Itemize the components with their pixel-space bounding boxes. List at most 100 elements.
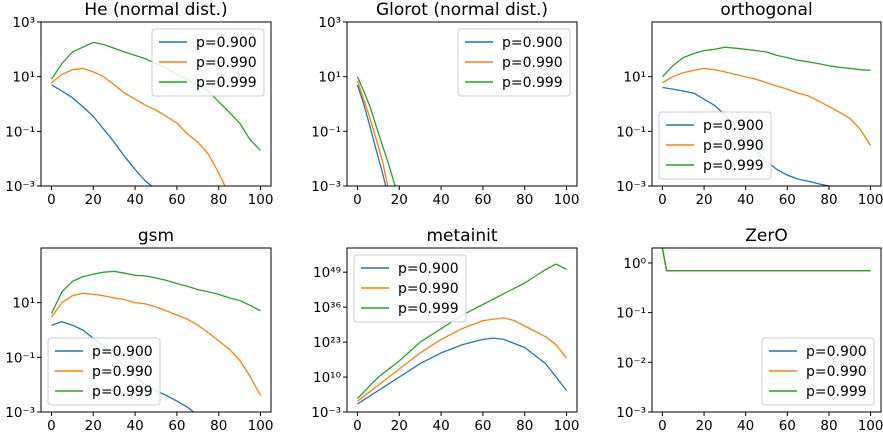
series-line [357, 263, 567, 400]
series-group [661, 248, 871, 272]
y-tick-label: 10⁻² [616, 355, 646, 371]
legend-label: p=0.990 [196, 55, 257, 71]
legend-box [151, 28, 265, 97]
y-tick-label: 10¹ [318, 70, 341, 86]
series-line [356, 80, 389, 186]
series-line [662, 67, 872, 146]
x-tick-label: 60 [779, 192, 796, 208]
x-tick-label: 40 [432, 418, 449, 434]
x-tick-label: 20 [391, 192, 408, 208]
legend-box [658, 111, 772, 180]
legend: p=0.900 p=0.990 p=0.999 [761, 337, 875, 406]
subplot: Glorot (normal dist.) 0 20 40 60 80 100 10⁻³ 10⁻… [311, 0, 579, 208]
plot-frame [346, 247, 578, 413]
legend: p=0.900 p=0.990 p=0.999 [151, 28, 265, 97]
series-line [50, 292, 262, 396]
subplot-title: metainit [427, 226, 498, 246]
x-tick-label: 80 [820, 192, 837, 208]
x-tick-label: 0 [353, 192, 362, 208]
x-tick-label: 80 [516, 418, 533, 434]
x-tick-label: 0 [47, 418, 56, 434]
x-tick-label: 40 [126, 192, 143, 208]
x-tick-label: 20 [391, 418, 408, 434]
subplot: orthogonal 0 20 40 60 80 100 10⁻³ 10⁻¹ 10¹ p=0.900… [616, 0, 883, 208]
series-group [356, 76, 396, 186]
subplot-title: orthogonal [720, 0, 812, 20]
legend: p=0.900 p=0.990 p=0.999 [457, 28, 571, 97]
series-line [661, 46, 871, 78]
legend-label: p=0.999 [703, 158, 764, 174]
y-tick-label: 10⁻³ [311, 179, 341, 195]
legend: p=0.900 p=0.990 p=0.999 [353, 254, 467, 323]
y-tick-label: 10⁻¹ [616, 306, 646, 322]
plot-frame [346, 21, 578, 187]
subplot-title: gsm [138, 226, 174, 246]
x-tick-label: 60 [474, 418, 491, 434]
series-line [356, 84, 387, 186]
x-tick-label: 60 [474, 192, 491, 208]
plot-frame [651, 21, 882, 187]
x-tick-label: 100 [554, 192, 580, 208]
y-tick-label: 10¹ [623, 70, 646, 86]
legend-label: p=0.990 [703, 138, 764, 154]
y-tick-label: 10²³ [313, 335, 341, 351]
y-tick-label: 10³ [318, 15, 341, 31]
legend: p=0.900 p=0.990 p=0.999 [658, 111, 772, 180]
x-tick-label: 0 [353, 418, 362, 434]
legend-box [47, 337, 161, 406]
subplot-title: He (normal dist.) [84, 0, 227, 20]
x-tick-label: 40 [126, 418, 143, 434]
x-tick-label: 100 [248, 418, 274, 434]
legend-label: p=0.999 [502, 75, 563, 91]
legend-label: p=0.990 [502, 55, 563, 71]
series-line [356, 76, 396, 186]
x-tick-label: 0 [658, 192, 667, 208]
legend-box [761, 337, 875, 406]
y-tick-label: 10¹⁰ [313, 370, 341, 386]
legend-label: p=0.900 [502, 35, 563, 51]
y-tick-label: 10⁻¹ [5, 124, 35, 140]
legend-box [353, 254, 467, 323]
legend-box [457, 28, 571, 97]
x-tick-label: 20 [85, 418, 102, 434]
legend: p=0.900 p=0.990 p=0.999 [47, 337, 161, 406]
subplot: metainit 0 20 40 60 80 100 10⁻³ 10¹⁰ 10²³ 10³⁶ 10⁴⁹… [311, 226, 579, 434]
x-tick-label: 80 [516, 192, 533, 208]
y-tick-label: 10⁻¹ [616, 124, 646, 140]
series-line [50, 270, 261, 314]
x-tick-label: 0 [47, 192, 56, 208]
series-line [357, 317, 568, 402]
y-tick-label: 10³ [12, 15, 35, 31]
x-tick-label: 80 [820, 418, 837, 434]
legend-label: p=0.999 [92, 384, 153, 400]
x-tick-label: 60 [168, 192, 185, 208]
legend-label: p=0.900 [196, 35, 257, 51]
legend-label: p=0.999 [806, 384, 867, 400]
series-line [51, 67, 226, 186]
x-tick-label: 40 [432, 192, 449, 208]
plot-frame [40, 247, 272, 413]
y-tick-label: 10⁻¹ [311, 124, 341, 140]
x-tick-label: 20 [695, 418, 712, 434]
x-tick-label: 80 [210, 192, 227, 208]
y-tick-label: 10⁻¹ [5, 350, 35, 366]
subplot: gsm 0 20 40 60 80 100 10⁻³ 10⁻¹ 10¹ p=0.900 p=0.990… [5, 226, 273, 434]
legend-label: p=0.900 [806, 344, 867, 360]
subplot: He (normal dist.) 0 20 40 60 80 100 10⁻³ 10⁻¹ 10¹… [5, 0, 273, 208]
x-tick-label: 60 [168, 418, 185, 434]
x-tick-label: 40 [737, 418, 754, 434]
y-tick-label: 10⁻³ [5, 405, 35, 421]
legend-label: p=0.990 [806, 364, 867, 380]
x-tick-label: 20 [695, 192, 712, 208]
x-tick-label: 100 [248, 192, 274, 208]
legend-label: p=0.999 [398, 301, 459, 317]
legend-label: p=0.900 [703, 118, 764, 134]
x-tick-label: 60 [779, 418, 796, 434]
legend-label: p=0.990 [398, 281, 459, 297]
x-tick-label: 0 [658, 418, 667, 434]
x-tick-label: 20 [85, 192, 102, 208]
y-tick-label: 10³⁶ [313, 300, 341, 316]
x-tick-label: 100 [858, 418, 883, 434]
